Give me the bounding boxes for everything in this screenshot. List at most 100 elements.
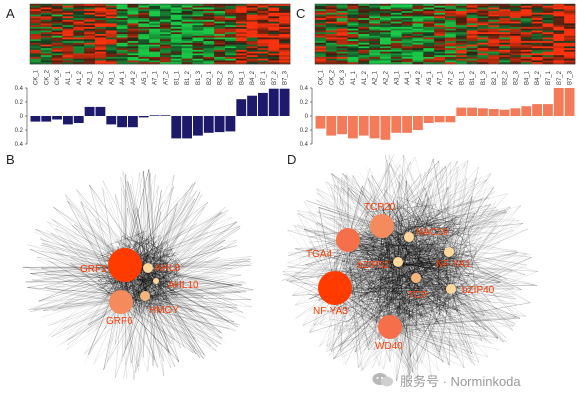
network-edge xyxy=(120,211,222,303)
heatmap-cell xyxy=(315,56,327,59)
heatmap-cell xyxy=(531,5,543,8)
heatmap-cell xyxy=(62,30,74,33)
heatmap-cell xyxy=(116,56,128,59)
x-tick-label: B4_2 xyxy=(535,70,541,85)
heatmap-cell xyxy=(30,21,42,24)
network-edge xyxy=(144,295,172,356)
network-edge xyxy=(389,316,494,328)
heatmap-cell xyxy=(138,53,150,56)
heatmap-cell xyxy=(369,14,381,17)
x-tick-label: A1_1 xyxy=(66,70,72,85)
network-edge xyxy=(309,236,450,253)
heatmap-cell xyxy=(466,18,478,21)
network-edge xyxy=(381,225,499,339)
heatmap-cell xyxy=(542,4,554,7)
network-edge xyxy=(368,178,410,238)
heatmap-cell xyxy=(445,62,457,65)
network-edge xyxy=(415,276,502,279)
network-edge xyxy=(147,263,230,269)
heatmap-cell xyxy=(257,11,269,14)
heatmap-cell xyxy=(192,19,204,22)
heatmap-cell xyxy=(95,62,107,65)
network-edge xyxy=(76,189,157,282)
heatmap-cell xyxy=(62,32,74,35)
network-edge xyxy=(149,253,164,273)
network-edge xyxy=(304,229,452,290)
heatmap-cell xyxy=(401,44,413,47)
heatmap-cell xyxy=(466,60,478,63)
heatmap-cell xyxy=(225,58,237,61)
heatmap-cell xyxy=(499,4,511,7)
network-edge xyxy=(347,221,496,241)
network-edge xyxy=(149,173,157,282)
network-edge xyxy=(308,249,450,253)
bar xyxy=(510,108,521,116)
network-edge xyxy=(147,267,170,353)
heatmap-cell xyxy=(149,28,161,31)
network-edge xyxy=(147,267,252,301)
heatmap-cell xyxy=(40,32,52,35)
network-edge xyxy=(368,236,410,346)
network-edge xyxy=(305,236,410,265)
heatmap-cell xyxy=(520,30,532,33)
node-label: TCP20 xyxy=(364,202,396,213)
network-edge xyxy=(389,209,499,328)
heatmap-cell xyxy=(84,44,96,47)
heatmap-cell xyxy=(542,35,554,38)
network-edge xyxy=(397,166,479,263)
heatmap-cell xyxy=(149,51,161,54)
network-edge xyxy=(295,248,417,279)
heatmap-cell xyxy=(246,32,258,35)
heatmap-cell xyxy=(62,53,74,56)
heatmap-cell xyxy=(246,21,258,24)
heatmap-cell xyxy=(520,18,532,21)
heatmap-cell xyxy=(149,42,161,45)
heatmap-cell xyxy=(564,26,576,29)
heatmap-cell xyxy=(257,12,269,15)
heatmap-cell xyxy=(257,21,269,24)
heatmap-cell xyxy=(510,26,522,29)
network-edge xyxy=(343,251,450,358)
heatmap-cell xyxy=(214,60,226,63)
heatmap-cell xyxy=(380,48,392,51)
network-edge xyxy=(144,295,252,301)
heatmap-cell xyxy=(564,60,576,63)
network-edge xyxy=(346,173,452,290)
heatmap-cell xyxy=(380,18,392,21)
network-edge xyxy=(158,291,168,301)
heatmap-cell xyxy=(181,23,193,26)
heatmap-cell xyxy=(510,44,522,47)
network-edge xyxy=(144,211,161,297)
heatmap-cell xyxy=(466,32,478,35)
network-edge xyxy=(334,215,474,289)
network-edge xyxy=(155,280,204,298)
network-edge xyxy=(157,302,174,304)
network-edge xyxy=(337,181,450,253)
heatmap-cell xyxy=(51,51,63,54)
heatmap-cell xyxy=(401,37,413,40)
heatmap-cell xyxy=(160,5,172,8)
network-edge xyxy=(334,211,507,289)
heatmap-cell xyxy=(116,5,128,8)
network-edge xyxy=(155,191,201,282)
network-edge xyxy=(374,288,452,351)
heatmap-cell xyxy=(40,42,52,45)
network-edge xyxy=(156,296,166,312)
heatmap-cell xyxy=(358,49,370,52)
bar xyxy=(203,116,214,133)
heatmap-cell xyxy=(62,39,74,42)
network-edge xyxy=(120,296,204,303)
heatmap-cell xyxy=(412,41,424,44)
heatmap-cell xyxy=(127,16,139,19)
heatmap-cell xyxy=(358,32,370,35)
heatmap-cell xyxy=(434,62,446,65)
heatmap-cell xyxy=(347,4,359,7)
heatmap-cell xyxy=(445,55,457,58)
network-edge xyxy=(144,190,162,297)
network-edge xyxy=(124,264,233,269)
network-edge xyxy=(384,189,452,290)
network-edge xyxy=(397,179,488,263)
network-edge xyxy=(144,186,174,297)
network-edge xyxy=(374,261,399,351)
network-edge xyxy=(347,239,369,350)
